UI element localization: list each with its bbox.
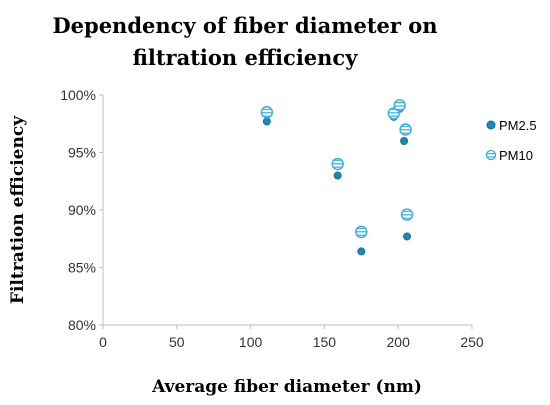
data-points [260, 99, 414, 256]
y-tick-label: 90% [68, 202, 96, 218]
x-tick-label: 50 [169, 334, 185, 350]
y-tick-label: 95% [68, 145, 96, 161]
point-pm25 [403, 232, 412, 241]
point-pm25 [400, 136, 409, 145]
point-pm10 [260, 106, 274, 119]
point-pm10 [400, 208, 414, 221]
point-pm10 [393, 99, 406, 112]
legend-marker-pm25 [486, 120, 496, 130]
y-tick-label: 80% [68, 317, 96, 333]
chart-title-line-2: filtration efficiency [133, 45, 359, 70]
y-axis-ticks: 80% 85% 90% 95% 100% [60, 87, 103, 333]
legend: PM2.5 PM10 [485, 118, 537, 163]
x-tick-label: 150 [313, 334, 337, 350]
point-pm25 [333, 171, 342, 180]
legend-label-pm10: PM10 [499, 148, 533, 163]
x-tick-label: 0 [99, 334, 107, 350]
point-pm25 [262, 117, 271, 126]
point-pm10 [331, 157, 344, 171]
y-tick-label: 85% [68, 260, 96, 276]
y-tick-label: 100% [60, 87, 96, 103]
y-axis-title: Filtration efficiency [8, 115, 28, 304]
legend-marker-pm10 [485, 149, 497, 161]
legend-item-pm25: PM2.5 [486, 118, 537, 133]
chart-title-line-1: Dependency of fiber diameter on [52, 13, 437, 38]
axes [102, 95, 472, 326]
x-axis-title: Average fiber diameter (nm) [151, 377, 422, 397]
x-tick-label: 100 [239, 334, 263, 350]
point-pm10 [355, 225, 368, 239]
point-pm10 [399, 123, 412, 136]
point-pm25 [357, 247, 366, 256]
x-tick-label: 250 [460, 334, 484, 350]
legend-label-pm25: PM2.5 [499, 118, 537, 133]
x-axis-ticks: 0 50 100 150 200 250 [99, 325, 484, 350]
legend-item-pm10: PM10 [485, 148, 533, 163]
x-tick-label: 200 [387, 334, 411, 350]
